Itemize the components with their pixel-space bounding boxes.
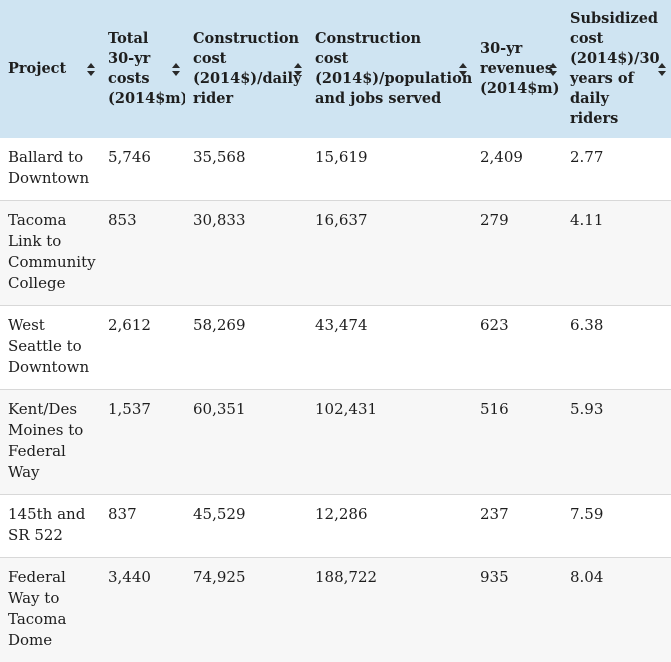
cell-subsidized-cost: 2.77 (562, 138, 671, 201)
cell-30yr-revenues: 2,409 (472, 138, 562, 201)
cell-construction-cost-population-jobs: 188,722 (307, 558, 472, 662)
cell-construction-cost-daily-rider: 45,529 (185, 495, 307, 558)
cell-total-30yr-costs: 5,746 (100, 138, 185, 201)
cell-project: Tacoma Link to Community College (0, 201, 100, 306)
table-row: Federal Way to Tacoma Dome 3,440 74,925 … (0, 558, 671, 662)
column-header-construction-cost-population-jobs[interactable]: Construction cost (2014$)/population and… (307, 0, 472, 138)
column-header-30yr-revenues[interactable]: 30-yr revenues (2014$m) (472, 0, 562, 138)
cell-construction-cost-daily-rider: 60,351 (185, 390, 307, 495)
cell-construction-cost-daily-rider: 58,269 (185, 306, 307, 390)
cell-project: West Seattle to Downtown (0, 306, 100, 390)
table-row: Tacoma Link to Community College 853 30,… (0, 201, 671, 306)
cell-30yr-revenues: 237 (472, 495, 562, 558)
column-header-project[interactable]: Project (0, 0, 100, 138)
cell-construction-cost-daily-rider: 74,925 (185, 558, 307, 662)
sort-icon (293, 63, 302, 76)
cell-30yr-revenues: 623 (472, 306, 562, 390)
column-header-label: Total 30-yr costs (2014$m) (108, 29, 171, 109)
sort-icon (657, 63, 666, 76)
cell-project: Ballard to Downtown (0, 138, 100, 201)
cell-project: 145th and SR 522 (0, 495, 100, 558)
table-row: 145th and SR 522 837 45,529 12,286 237 7… (0, 495, 671, 558)
column-header-construction-cost-daily-rider[interactable]: Construction cost (2014$)/daily rider (185, 0, 307, 138)
sort-icon (548, 63, 557, 76)
cell-total-30yr-costs: 853 (100, 201, 185, 306)
cell-construction-cost-population-jobs: 12,286 (307, 495, 472, 558)
cell-project: Kent/Des Moines to Federal Way (0, 390, 100, 495)
cell-subsidized-cost: 4.11 (562, 201, 671, 306)
sort-icon (86, 63, 95, 76)
table-row: Ballard to Downtown 5,746 35,568 15,619 … (0, 138, 671, 201)
cell-subsidized-cost: 6.38 (562, 306, 671, 390)
cell-30yr-revenues: 935 (472, 558, 562, 662)
column-header-label: Construction cost (2014$)/population and… (315, 29, 458, 109)
header-row: Project Total 30-yr costs (2014$m) Const… (0, 0, 671, 138)
column-header-subsidized-cost[interactable]: Subsidized cost (2014$)/30 years of dail… (562, 0, 671, 138)
sort-icon (458, 63, 467, 76)
column-header-label: Project (8, 59, 86, 79)
column-header-label: Subsidized cost (2014$)/30 years of dail… (570, 9, 657, 129)
table-row: West Seattle to Downtown 2,612 58,269 43… (0, 306, 671, 390)
column-header-label: 30-yr revenues (2014$m) (480, 39, 548, 99)
cell-total-30yr-costs: 1,537 (100, 390, 185, 495)
cell-30yr-revenues: 516 (472, 390, 562, 495)
cell-construction-cost-daily-rider: 30,833 (185, 201, 307, 306)
cell-total-30yr-costs: 837 (100, 495, 185, 558)
sort-icon (171, 63, 180, 76)
column-header-total-30yr-costs[interactable]: Total 30-yr costs (2014$m) (100, 0, 185, 138)
cell-30yr-revenues: 279 (472, 201, 562, 306)
cell-project: Federal Way to Tacoma Dome (0, 558, 100, 662)
cell-construction-cost-population-jobs: 16,637 (307, 201, 472, 306)
cell-total-30yr-costs: 3,440 (100, 558, 185, 662)
cell-total-30yr-costs: 2,612 (100, 306, 185, 390)
table-row: Kent/Des Moines to Federal Way 1,537 60,… (0, 390, 671, 495)
cell-construction-cost-daily-rider: 35,568 (185, 138, 307, 201)
cell-construction-cost-population-jobs: 15,619 (307, 138, 472, 201)
cell-subsidized-cost: 7.59 (562, 495, 671, 558)
cell-subsidized-cost: 5.93 (562, 390, 671, 495)
table-header: Project Total 30-yr costs (2014$m) Const… (0, 0, 671, 138)
cell-construction-cost-population-jobs: 43,474 (307, 306, 472, 390)
column-header-label: Construction cost (2014$)/daily rider (193, 29, 293, 109)
cell-construction-cost-population-jobs: 102,431 (307, 390, 472, 495)
table-body: Ballard to Downtown 5,746 35,568 15,619 … (0, 138, 671, 662)
cell-subsidized-cost: 8.04 (562, 558, 671, 662)
